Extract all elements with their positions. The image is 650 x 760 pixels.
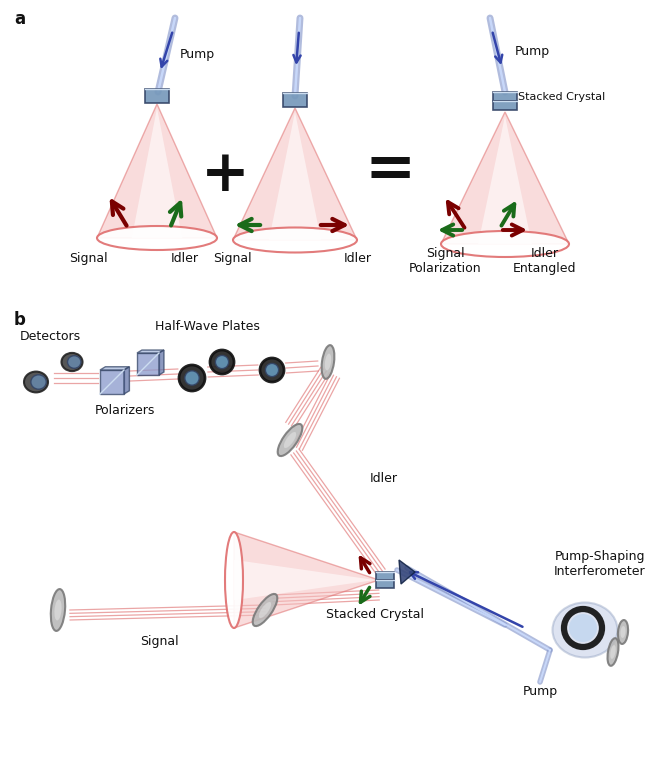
- Text: Half-Wave Plates: Half-Wave Plates: [155, 320, 259, 333]
- Text: Signal
Polarization: Signal Polarization: [409, 247, 481, 275]
- Polygon shape: [132, 108, 182, 238]
- Ellipse shape: [31, 375, 46, 389]
- Text: Idler: Idler: [370, 472, 398, 485]
- Ellipse shape: [618, 620, 628, 644]
- Text: =: =: [365, 140, 415, 200]
- Polygon shape: [159, 350, 164, 375]
- Text: b: b: [14, 311, 26, 329]
- Ellipse shape: [260, 358, 284, 382]
- Ellipse shape: [97, 226, 217, 250]
- Text: Signal: Signal: [213, 252, 252, 265]
- Polygon shape: [478, 116, 532, 244]
- Polygon shape: [100, 367, 129, 370]
- Polygon shape: [399, 560, 415, 584]
- FancyBboxPatch shape: [145, 89, 169, 103]
- Ellipse shape: [185, 371, 199, 385]
- FancyBboxPatch shape: [493, 100, 517, 109]
- Ellipse shape: [621, 626, 625, 638]
- Ellipse shape: [24, 372, 48, 392]
- Ellipse shape: [68, 356, 81, 369]
- Ellipse shape: [51, 589, 65, 631]
- Text: Stacked Crystal: Stacked Crystal: [518, 92, 605, 102]
- Text: Idler: Idler: [344, 252, 372, 265]
- Polygon shape: [137, 350, 164, 353]
- Ellipse shape: [225, 532, 243, 628]
- Ellipse shape: [322, 345, 334, 378]
- Ellipse shape: [552, 603, 618, 657]
- Ellipse shape: [179, 365, 205, 391]
- Ellipse shape: [441, 231, 569, 257]
- Polygon shape: [233, 108, 357, 240]
- Polygon shape: [269, 112, 321, 240]
- Polygon shape: [234, 560, 375, 600]
- Ellipse shape: [253, 594, 278, 626]
- Ellipse shape: [233, 227, 357, 252]
- Text: Stacked Crystal: Stacked Crystal: [326, 608, 424, 621]
- Polygon shape: [100, 370, 124, 394]
- Ellipse shape: [610, 645, 616, 659]
- Text: Pump-Shaping
Interferometer: Pump-Shaping Interferometer: [554, 550, 646, 578]
- Text: Polarizers: Polarizers: [95, 404, 155, 417]
- Ellipse shape: [210, 350, 234, 374]
- FancyBboxPatch shape: [376, 572, 394, 580]
- Ellipse shape: [278, 424, 302, 456]
- Polygon shape: [234, 532, 379, 628]
- Ellipse shape: [569, 614, 597, 642]
- Ellipse shape: [62, 353, 83, 371]
- Ellipse shape: [215, 356, 229, 369]
- Polygon shape: [124, 367, 129, 394]
- Text: Signal: Signal: [140, 635, 179, 648]
- Polygon shape: [137, 353, 159, 375]
- Text: Signal: Signal: [69, 252, 107, 265]
- Text: Idler
Entangled: Idler Entangled: [514, 247, 577, 275]
- FancyBboxPatch shape: [376, 580, 394, 588]
- Text: Idler: Idler: [171, 252, 199, 265]
- Ellipse shape: [55, 600, 62, 620]
- Text: +: +: [201, 147, 250, 203]
- FancyBboxPatch shape: [493, 91, 517, 100]
- Ellipse shape: [284, 432, 296, 448]
- Polygon shape: [441, 112, 569, 244]
- Text: Pump: Pump: [180, 48, 215, 61]
- Ellipse shape: [608, 638, 619, 666]
- Ellipse shape: [325, 353, 332, 370]
- Text: Pump: Pump: [523, 685, 558, 698]
- Text: Detectors: Detectors: [20, 330, 81, 343]
- Polygon shape: [97, 104, 217, 238]
- Ellipse shape: [259, 602, 271, 618]
- Text: Pump: Pump: [515, 45, 550, 58]
- FancyBboxPatch shape: [283, 93, 307, 107]
- Ellipse shape: [265, 363, 279, 377]
- Text: a: a: [14, 10, 25, 28]
